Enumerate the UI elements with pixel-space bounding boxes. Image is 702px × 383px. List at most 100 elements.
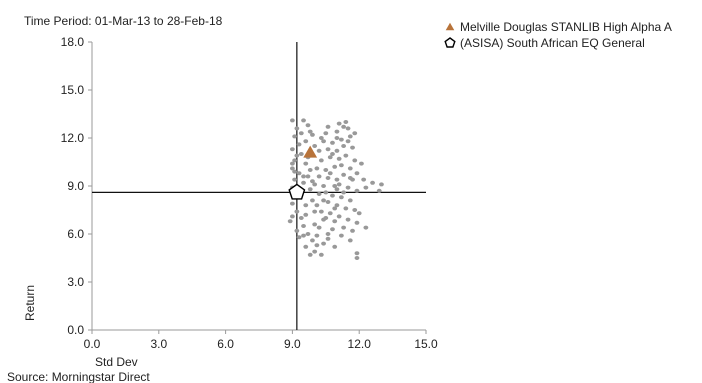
peer-fund-point — [316, 192, 322, 196]
peer-fund-point — [336, 182, 342, 187]
peer-fund-point — [363, 185, 369, 190]
y-tick-label: 18.0 — [61, 35, 85, 49]
peer-fund-point — [361, 177, 367, 182]
plot-area — [91, 42, 426, 331]
peer-fund-point — [316, 148, 322, 153]
peer-fund-point — [334, 177, 340, 182]
peer-fund-point — [294, 209, 300, 214]
peer-fund-point — [310, 179, 315, 184]
peer-fund-point — [352, 158, 358, 163]
peer-fund-point — [352, 208, 358, 212]
legend-marker-2 — [444, 37, 456, 48]
peer-fund-point — [290, 214, 295, 219]
peer-fund-point — [307, 129, 313, 134]
peer-fund-point — [298, 152, 304, 156]
peer-fund-point — [305, 123, 311, 128]
peer-fund-point — [314, 166, 320, 171]
peer-fund-point — [325, 200, 331, 204]
peer-fund-point — [314, 243, 320, 248]
peer-fund-point — [341, 172, 347, 177]
peer-fund-point — [305, 174, 311, 179]
x-tick-label: 6.0 — [217, 337, 234, 351]
y-axis-tick-labels: 0.0 3.0 6.0 9.0 12.0 15.0 18.0 — [61, 35, 92, 337]
peer-fund-point — [318, 209, 324, 214]
peer-fund-point — [354, 251, 360, 256]
peer-fund-point — [376, 188, 382, 193]
category-average-point — [288, 183, 306, 200]
peer-fund-point — [338, 195, 344, 200]
peer-fund-point — [290, 161, 295, 166]
peer-fund-point — [327, 171, 333, 176]
y-tick-label: 3.0 — [67, 275, 84, 289]
peer-fund-point — [330, 152, 335, 156]
peer-fund-point — [310, 238, 315, 243]
peer-fund-point — [379, 182, 384, 187]
peer-fund-point — [301, 174, 306, 179]
peer-fund-point — [301, 118, 306, 123]
peer-fund-point — [338, 137, 344, 142]
peer-fund-point — [323, 216, 329, 220]
peer-fund-point — [354, 188, 360, 193]
x-tick-label: 12.0 — [348, 337, 372, 351]
peer-fund-point — [334, 148, 340, 153]
peer-fund-point — [347, 166, 353, 171]
peer-fund-point — [345, 139, 351, 144]
peer-fund-point — [350, 228, 355, 233]
peer-fund-point — [347, 238, 353, 243]
legend: Melville Douglas STANLIB High Alpha A (AS… — [444, 20, 672, 50]
peer-fund-point — [325, 147, 331, 152]
peer-fund-point — [338, 163, 344, 168]
peer-fund-point — [296, 235, 302, 240]
peer-fund-point — [294, 228, 300, 233]
source-label: Source: Morningstar Direct — [7, 370, 150, 383]
peer-fund-point — [314, 233, 320, 238]
peer-fund-point — [350, 145, 355, 150]
peer-fund-point — [332, 206, 338, 211]
peer-fund-point — [343, 206, 349, 211]
peer-fund-point — [332, 219, 338, 224]
peer-fund-point — [318, 136, 324, 140]
peer-fund-point — [330, 193, 335, 198]
peer-fund-point — [312, 209, 318, 214]
peer-fund-point — [325, 232, 331, 236]
peer-fund-point — [312, 249, 318, 254]
peer-fund-point — [336, 121, 342, 126]
y-tick-label: 0.0 — [67, 323, 84, 337]
peer-fund-point — [303, 203, 309, 208]
peer-fund-point — [290, 147, 295, 152]
peer-fund-point — [341, 225, 347, 230]
peer-fund-point — [352, 131, 358, 136]
peer-fund-point — [307, 252, 313, 257]
peer-fund-point — [327, 211, 333, 216]
peer-fund-point — [347, 198, 353, 203]
peer-fund-point — [316, 174, 322, 179]
x-tick-label: 9.0 — [284, 337, 301, 351]
x-tick-label: 3.0 — [150, 337, 167, 351]
peer-fund-point — [290, 118, 295, 123]
x-axis-label: Std Dev — [95, 355, 138, 369]
peer-fund-point — [341, 144, 347, 148]
y-tick-label: 6.0 — [67, 227, 84, 241]
peer-fund-point — [292, 169, 298, 174]
peer-fund-point — [292, 158, 298, 163]
peer-fund-point — [321, 241, 326, 246]
peer-fund-point — [287, 219, 293, 224]
peer-fund-point — [303, 161, 309, 166]
peer-fund-point — [321, 184, 326, 188]
peer-fund-point — [345, 126, 351, 131]
peer-fund-point — [321, 139, 326, 144]
peer-fund-point — [354, 171, 360, 176]
peer-fund-point — [292, 177, 298, 182]
peer-fund-point — [301, 180, 306, 185]
peer-fund-point — [305, 232, 311, 236]
peer-fund-point — [334, 187, 340, 192]
y-tick-label: 12.0 — [61, 131, 85, 145]
peer-fund-point — [330, 227, 335, 232]
peer-fund-point — [312, 144, 318, 148]
peer-fund-point — [334, 129, 340, 134]
peer-fund-point — [334, 136, 340, 140]
peer-fund-point — [312, 222, 318, 227]
peer-fund-point — [327, 155, 333, 160]
peer-fund-point — [330, 140, 335, 145]
peer-fund-point — [310, 132, 315, 137]
